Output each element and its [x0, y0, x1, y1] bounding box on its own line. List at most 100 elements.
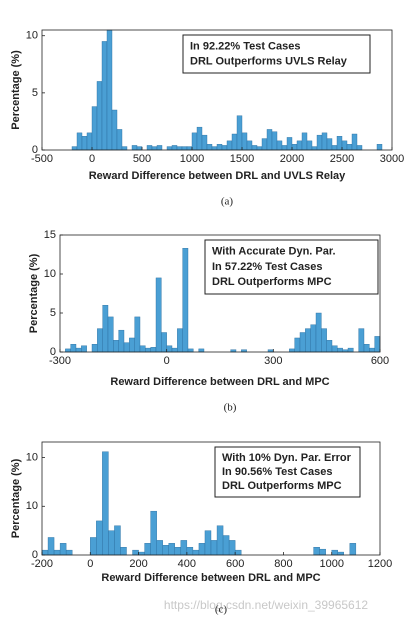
bar	[286, 137, 293, 151]
bar	[196, 126, 203, 151]
bar	[226, 140, 233, 151]
bar	[289, 348, 295, 353]
x-tick-label: 800	[274, 558, 292, 570]
bar	[261, 138, 268, 151]
x-tick-label: 0	[87, 558, 93, 570]
bar	[96, 81, 103, 151]
bar	[216, 144, 223, 151]
bar	[121, 146, 128, 151]
y-tick-label: 5	[32, 87, 38, 99]
bar	[71, 146, 78, 151]
x-tick-label: 1200	[368, 558, 392, 570]
bar	[145, 347, 151, 353]
x-axis-label: Reward Difference between DRL and UVLS R…	[89, 170, 346, 182]
bar	[155, 277, 162, 353]
bar	[146, 145, 153, 151]
bar	[144, 543, 151, 556]
bar	[231, 133, 238, 151]
x-tick-label: 0	[89, 153, 95, 165]
watermark: https://blog.csdn.net/weixin_39965612	[164, 598, 368, 612]
bar	[241, 132, 248, 151]
bar	[181, 146, 188, 151]
annotation-box	[214, 446, 361, 498]
bar	[246, 140, 253, 151]
x-tick-label: 2500	[330, 153, 354, 165]
bar	[356, 145, 363, 151]
bar	[96, 520, 103, 556]
bar	[132, 549, 139, 556]
x-tick-label: 1000	[319, 558, 343, 570]
bar	[310, 324, 317, 353]
bar	[139, 345, 146, 353]
x-tick-label: -200	[31, 558, 53, 570]
bar	[162, 545, 169, 556]
annotation: DRL Outperforms MPC	[222, 480, 342, 492]
bar	[186, 547, 194, 556]
axes-frame	[41, 441, 381, 556]
bar	[192, 549, 200, 556]
bar	[107, 316, 114, 353]
bar	[337, 347, 343, 353]
bar	[65, 549, 73, 556]
bar	[291, 144, 298, 151]
bar	[180, 540, 188, 556]
bar	[369, 347, 375, 353]
bar	[346, 144, 353, 151]
bar	[234, 549, 242, 556]
bar	[305, 328, 311, 353]
bar	[106, 29, 113, 151]
y-tick-label: 10	[26, 30, 38, 42]
bar	[91, 344, 98, 353]
x-tick-label: 200	[129, 558, 147, 570]
bar	[171, 347, 178, 353]
bar	[116, 129, 123, 151]
bar	[326, 340, 333, 353]
bar	[228, 540, 236, 556]
bar	[187, 348, 194, 353]
x-tick-label: 500	[133, 153, 151, 165]
bar	[376, 144, 383, 151]
bar	[120, 547, 127, 556]
bar	[131, 145, 138, 151]
bar	[299, 332, 306, 353]
bar	[206, 144, 213, 151]
caption: (b)	[224, 402, 237, 414]
bar	[150, 347, 157, 353]
bar	[294, 337, 301, 353]
bar	[156, 145, 163, 151]
bar	[341, 140, 348, 151]
bar	[59, 543, 67, 556]
bar	[177, 328, 183, 353]
x-tick-label: 1000	[180, 153, 204, 165]
bar	[168, 543, 175, 556]
bar	[81, 345, 87, 353]
bar	[331, 145, 338, 151]
bar	[349, 543, 357, 556]
bar	[301, 132, 308, 151]
bar	[97, 328, 103, 353]
annotation: DRL Outperforms UVLS Relay	[190, 55, 348, 67]
x-tick-label: -500	[31, 153, 53, 165]
bar	[102, 305, 109, 353]
y-tick-label: 10	[44, 268, 56, 280]
bar	[129, 337, 135, 353]
x-tick-label: 3000	[380, 153, 404, 165]
bar	[251, 145, 258, 151]
bar	[216, 525, 224, 556]
bar	[236, 115, 243, 151]
bar	[41, 549, 49, 556]
bar	[276, 140, 283, 151]
x-tick-label: -300	[49, 355, 71, 367]
caption: (a)	[221, 196, 234, 208]
bar	[161, 332, 167, 353]
y-tick-label: 0	[50, 346, 56, 358]
caption: (c)	[215, 604, 228, 616]
x-tick-label: 300	[264, 355, 282, 367]
bar	[347, 347, 354, 353]
bar	[101, 41, 108, 151]
bar	[91, 106, 98, 151]
bar	[337, 551, 344, 556]
bar	[113, 340, 119, 353]
bar	[118, 329, 125, 353]
